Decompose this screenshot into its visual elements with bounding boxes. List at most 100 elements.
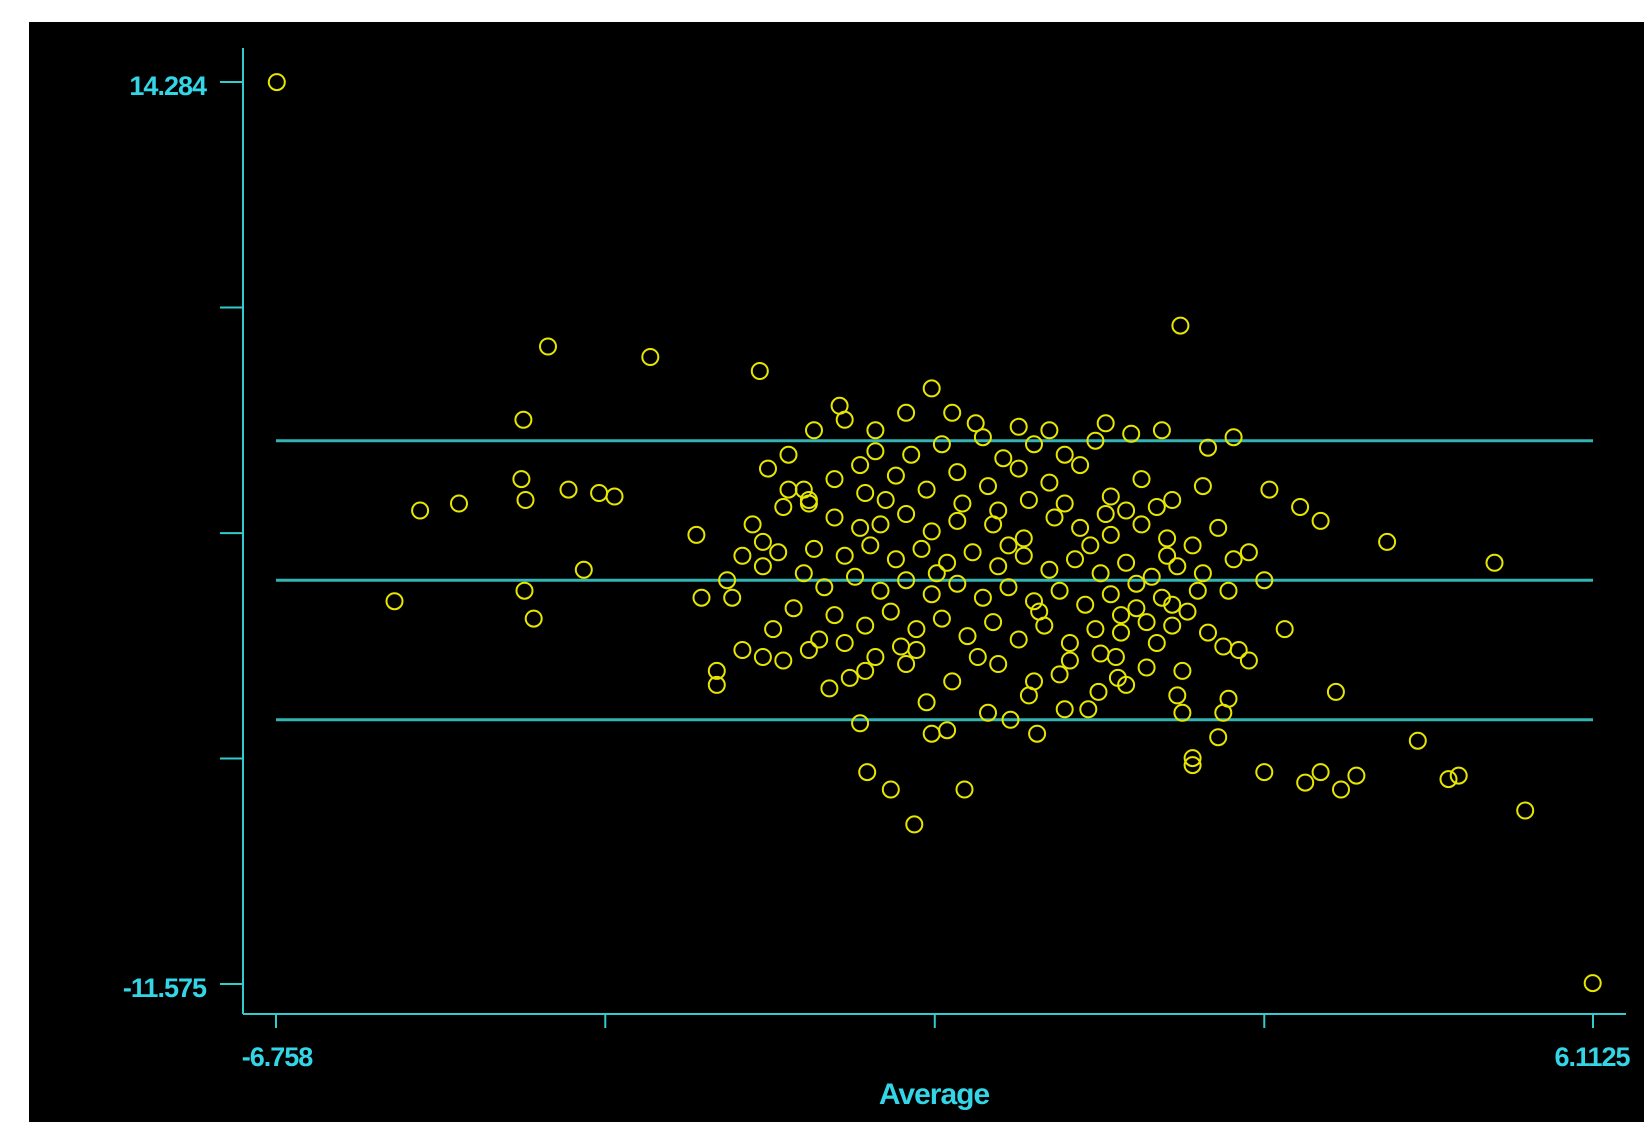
data-point xyxy=(1147,634,1166,652)
data-point xyxy=(687,525,706,544)
data-point xyxy=(871,581,890,600)
data-point xyxy=(1260,480,1279,499)
data-point xyxy=(1025,672,1043,691)
data-point xyxy=(1060,651,1079,670)
data-point xyxy=(897,505,916,523)
data-point xyxy=(1112,623,1130,642)
data-point xyxy=(1079,700,1098,719)
data-point xyxy=(1009,630,1028,649)
data-point xyxy=(267,73,286,92)
data-point xyxy=(1209,728,1228,747)
data-point xyxy=(927,564,946,583)
data-point xyxy=(979,703,997,722)
data-point xyxy=(1199,438,1217,457)
data-point xyxy=(1025,435,1043,454)
data-point xyxy=(1071,456,1090,475)
data-point xyxy=(1168,557,1187,576)
data-point xyxy=(1229,641,1248,659)
data-point xyxy=(968,648,987,666)
data-point xyxy=(1163,616,1182,635)
data-point xyxy=(1101,487,1120,506)
data-point xyxy=(1132,470,1151,489)
data-point xyxy=(1089,682,1108,701)
data-point xyxy=(411,501,430,520)
data-point xyxy=(830,396,849,415)
data-point xyxy=(871,515,890,534)
data-point xyxy=(897,655,916,673)
data-point xyxy=(1152,421,1171,440)
data-point xyxy=(932,435,951,454)
data-point xyxy=(856,616,875,635)
data-point xyxy=(938,721,957,740)
data-point xyxy=(1091,564,1110,583)
data-point xyxy=(876,491,895,509)
data-point xyxy=(886,466,905,485)
data-point xyxy=(805,539,823,558)
data-point xyxy=(825,508,844,527)
data-point xyxy=(743,515,762,534)
data-point xyxy=(907,641,926,659)
data-point xyxy=(1040,560,1059,579)
data-point xyxy=(1158,546,1177,565)
data-point xyxy=(1045,508,1064,527)
axis-ticks xyxy=(220,81,1594,1028)
data-point xyxy=(1147,498,1166,516)
data-point xyxy=(851,518,870,537)
data-point xyxy=(858,763,877,782)
data-point xyxy=(1378,532,1397,551)
data-point xyxy=(979,477,997,496)
data-point xyxy=(1086,620,1105,639)
data-point xyxy=(1142,567,1161,586)
data-point xyxy=(805,421,823,440)
data-point xyxy=(835,546,854,565)
data-point xyxy=(1086,431,1105,450)
data-point xyxy=(1014,546,1033,565)
data-point xyxy=(1081,536,1100,555)
data-point xyxy=(707,675,726,694)
data-point xyxy=(1076,595,1095,614)
data-point xyxy=(1583,974,1602,993)
data-point xyxy=(524,609,543,628)
data-point xyxy=(692,588,711,607)
data-point xyxy=(984,613,1003,632)
data-point xyxy=(1101,525,1120,544)
data-point xyxy=(948,574,967,593)
data-point xyxy=(973,428,992,447)
data-point xyxy=(1193,564,1212,583)
data-point xyxy=(1060,634,1079,652)
data-point xyxy=(1132,515,1151,534)
data-point xyxy=(512,470,531,489)
data-point xyxy=(774,498,793,516)
data-point xyxy=(948,463,967,482)
data-point xyxy=(516,491,535,509)
data-point xyxy=(881,602,900,621)
data-point xyxy=(1219,581,1238,600)
data-point xyxy=(1137,658,1156,677)
data-point xyxy=(1040,421,1059,440)
data-point xyxy=(1239,543,1258,562)
data-point xyxy=(1296,773,1315,792)
data-point xyxy=(1183,749,1202,768)
data-point xyxy=(881,780,900,799)
x-tick-label-left: -6.758 xyxy=(242,1042,314,1072)
data-point xyxy=(539,337,557,356)
data-point xyxy=(953,494,972,513)
data-point xyxy=(955,780,974,799)
data-point xyxy=(1096,505,1115,523)
data-point xyxy=(1311,763,1330,782)
data-point xyxy=(825,470,844,489)
data-point xyxy=(707,661,726,680)
data-point xyxy=(820,679,839,698)
data-point xyxy=(973,588,992,607)
data-point xyxy=(1408,731,1427,750)
data-point xyxy=(718,571,737,590)
data-point xyxy=(1001,710,1020,729)
plot-background xyxy=(29,22,1644,1122)
data-point xyxy=(840,668,859,687)
data-point xyxy=(774,651,793,670)
data-point xyxy=(922,379,941,398)
data-point xyxy=(769,543,788,562)
data-point xyxy=(1127,574,1146,593)
data-point xyxy=(733,641,752,659)
